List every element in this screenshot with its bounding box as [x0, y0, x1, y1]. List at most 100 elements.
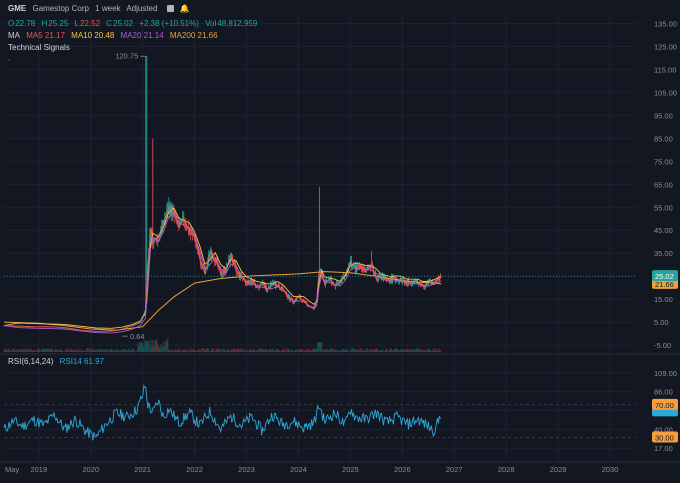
candle-body — [221, 274, 223, 276]
candle-body — [349, 260, 352, 263]
collapse-chevron-icon[interactable]: ‸ — [8, 52, 11, 61]
rsi-lower-tag: 30.00 — [655, 434, 674, 443]
candle-body — [197, 247, 199, 252]
volume-bar — [381, 348, 384, 352]
volume-bar — [222, 350, 224, 352]
volume-bar — [21, 348, 23, 352]
time-tick-label: 2027 — [446, 465, 463, 474]
volume-bar — [234, 348, 236, 352]
high-value: 25.25 — [48, 19, 69, 28]
rsi-line — [3, 384, 441, 441]
volume-bar — [296, 350, 298, 352]
volume-bar — [132, 348, 134, 352]
candle-body — [29, 326, 31, 328]
volume-bar — [426, 349, 428, 352]
volume-bar — [171, 348, 173, 352]
volume-bar — [202, 348, 204, 352]
volume-bar — [297, 348, 299, 352]
candle-body — [38, 326, 40, 328]
candle-body — [241, 273, 243, 278]
close-label: C — [106, 19, 113, 28]
volume-bar — [246, 349, 248, 352]
candle-body — [17, 326, 19, 327]
candle-body — [249, 283, 251, 284]
volume-bar — [303, 350, 305, 352]
candle-body — [234, 261, 236, 265]
adjustment-selector[interactable]: Adjusted — [126, 4, 158, 13]
candle-body — [415, 280, 418, 283]
volume-bar — [93, 349, 95, 352]
interval-selector[interactable]: 1 week — [95, 4, 121, 13]
ohlc-legend: O22.78 H25.25 L22.52 C25.02 +2.38 (+10.5… — [8, 19, 261, 28]
volume-bar — [264, 350, 266, 352]
volume-bar — [146, 340, 148, 352]
volume-bar — [165, 340, 167, 352]
volume-bar — [346, 348, 349, 352]
volume-bar — [92, 350, 94, 352]
volume-bar — [84, 350, 86, 352]
volume-bar — [398, 350, 401, 352]
volume-bar — [285, 350, 287, 352]
volume-bar — [190, 350, 192, 352]
close-value: 25.02 — [113, 19, 134, 28]
volume-bar — [300, 348, 302, 352]
volume-bar — [61, 350, 63, 352]
volume-bar — [337, 349, 339, 352]
candle-body — [207, 261, 209, 268]
candle-body — [21, 326, 23, 327]
ticker-symbol[interactable]: GME — [8, 4, 27, 13]
rsi-legend[interactable]: RSI(6,14,24) RSI14 61.97 — [8, 357, 108, 366]
candle-body — [34, 326, 36, 328]
candle-body — [256, 285, 258, 288]
volume-bar — [391, 350, 394, 352]
candle-body — [318, 275, 320, 289]
volume-bar — [17, 349, 19, 352]
candle-body — [107, 331, 109, 332]
price-tick-label: 35.00 — [654, 249, 673, 258]
candle-body — [209, 254, 211, 256]
candle-body — [287, 296, 289, 298]
volume-bar — [35, 350, 37, 352]
candle-body — [56, 327, 58, 328]
candle-body — [182, 216, 184, 221]
price-tick-label: 105.00 — [654, 88, 677, 97]
volume-bar — [148, 341, 150, 352]
volume-bar — [105, 349, 107, 352]
volume-bar — [186, 350, 188, 352]
volume-bar — [119, 350, 121, 352]
volume-bar — [227, 348, 229, 352]
volume-bar — [117, 348, 119, 352]
bell-icon[interactable]: 🔔 — [179, 4, 190, 13]
volume-bar — [274, 350, 276, 352]
volume-bar — [431, 349, 433, 352]
volume-bar — [25, 349, 27, 352]
ma-legend[interactable]: MA MA5 21.17 MA10 20.48 MA20 21.14 MA200… — [8, 31, 222, 40]
volume-bar — [397, 350, 400, 352]
volume-bar — [75, 350, 77, 352]
volume-bar — [121, 349, 123, 352]
volume-bar — [203, 348, 205, 352]
volume-bar — [108, 350, 110, 352]
candle-body — [436, 278, 438, 282]
candle-body — [355, 266, 358, 272]
volume-bar — [178, 348, 180, 352]
price-tick-label: 15.00 — [654, 295, 673, 304]
low-value: 22.52 — [80, 19, 101, 28]
square-icon[interactable] — [166, 5, 174, 13]
volume-bar — [268, 349, 270, 352]
rsi-tick-label: 40.00 — [654, 425, 673, 434]
time-tick-label: 2022 — [186, 465, 203, 474]
volume-bar — [29, 348, 31, 352]
time-tick-label: 2019 — [30, 465, 47, 474]
technical-signals[interactable]: Technical Signals — [8, 43, 70, 52]
volume-bar — [316, 348, 318, 352]
candle-body — [425, 283, 427, 286]
volume-bar — [251, 350, 253, 352]
volume-bar — [32, 350, 34, 352]
volume-bar — [147, 340, 149, 352]
volume-bar — [259, 349, 261, 352]
volume-bar — [250, 348, 252, 352]
